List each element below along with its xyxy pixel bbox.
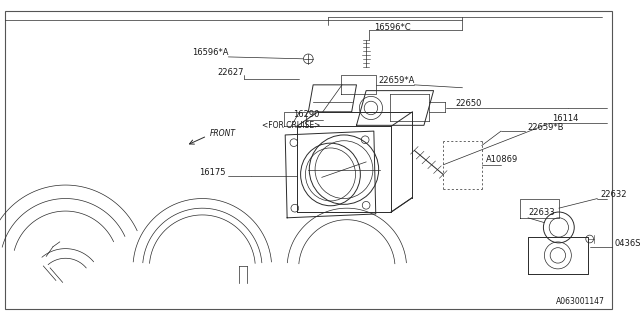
Text: FRONT: FRONT <box>210 129 236 138</box>
Text: 16596*C: 16596*C <box>374 22 410 32</box>
Text: 16596*A: 16596*A <box>192 48 228 57</box>
Text: 22659*A: 22659*A <box>379 76 415 84</box>
Text: 22632: 22632 <box>600 190 627 199</box>
Text: 22633: 22633 <box>528 208 555 217</box>
Text: 0436S: 0436S <box>614 239 640 248</box>
Text: 22627: 22627 <box>217 68 244 77</box>
Text: 16114: 16114 <box>552 114 579 123</box>
Text: 22650: 22650 <box>456 99 482 108</box>
Text: A10869: A10869 <box>486 156 518 164</box>
Text: A063001147: A063001147 <box>556 298 605 307</box>
Text: <FOR CRUISE>: <FOR CRUISE> <box>262 121 320 130</box>
Text: 22659*B: 22659*B <box>527 123 564 132</box>
Text: 16290: 16290 <box>294 110 320 119</box>
Text: 16175: 16175 <box>199 168 225 177</box>
